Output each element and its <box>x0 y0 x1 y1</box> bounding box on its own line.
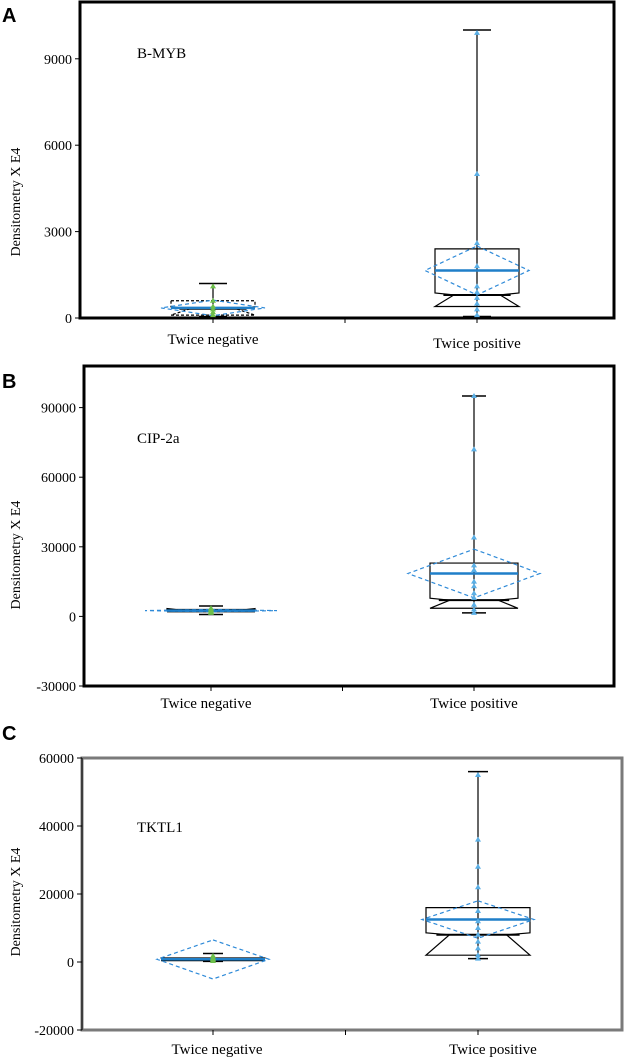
y-tick-label: 90000 <box>41 402 76 417</box>
data-point <box>210 309 216 315</box>
plot-frame <box>82 364 616 688</box>
gene-label: B-MYB <box>137 46 186 62</box>
y-axis-label: Densitometry X E4 <box>9 848 24 957</box>
y-tick-label: 20000 <box>39 888 74 903</box>
data-point <box>475 836 481 842</box>
data-point <box>471 606 477 612</box>
y-tick-label: 6000 <box>44 139 72 154</box>
y-tick-label: 0 <box>69 610 76 625</box>
ci-diamond <box>420 900 536 939</box>
y-axis-ticks: 0 3000 6000 9000 <box>44 10 478 327</box>
y-axis-label: Densitometry X E4 <box>9 501 24 610</box>
data-point <box>474 294 480 300</box>
data-point <box>474 263 480 269</box>
data-point <box>210 297 216 303</box>
box <box>432 248 522 308</box>
data-point <box>474 306 480 312</box>
data-point <box>210 952 216 958</box>
category-label: Twice positive <box>430 696 518 712</box>
y-tick-label: -30000 <box>36 680 76 695</box>
gene-label: CIP-2a <box>137 431 180 447</box>
data-point <box>471 578 477 584</box>
data-point <box>471 601 477 607</box>
data-point <box>471 567 477 572</box>
data-point <box>471 590 477 596</box>
data-point <box>471 446 477 452</box>
data-point <box>475 931 481 937</box>
y-tick-label: 0 <box>65 312 72 327</box>
y-tick-label: 3000 <box>44 226 72 241</box>
box <box>424 906 532 956</box>
panel-letter: A <box>2 5 16 27</box>
gene-label: TKTL1 <box>137 820 183 836</box>
boxplot-group <box>144 605 278 616</box>
data-point <box>471 393 477 398</box>
data-point <box>475 884 481 890</box>
data-point <box>474 283 480 289</box>
data-point <box>475 772 481 777</box>
boxplot-groups <box>144 393 542 616</box>
data-point <box>474 300 480 306</box>
ci-diamond <box>155 939 271 980</box>
boxplot-group <box>406 393 542 615</box>
boxplot-group <box>155 939 271 980</box>
data-point <box>210 303 216 309</box>
panel-letter: B <box>2 371 16 393</box>
category-label: Twice negative <box>172 1042 263 1058</box>
y-tick-label: 30000 <box>41 541 76 556</box>
data-point <box>474 240 480 246</box>
data-point <box>208 605 214 611</box>
panel-b: B CIP-2a Densitometry X E4 -30000 0 30000 6… <box>2 364 616 712</box>
data-point <box>471 583 477 589</box>
data-point <box>474 171 480 176</box>
data-point <box>474 312 480 318</box>
category-label: Twice negative <box>168 332 259 348</box>
data-point <box>210 283 216 289</box>
box <box>429 562 519 609</box>
boxplot-group <box>423 29 531 318</box>
panel-c: C TKTL1 Densitometry X E4 -20000 0 20000 40… <box>2 723 624 1058</box>
data-point <box>475 938 481 944</box>
panel-letter: C <box>2 723 16 745</box>
boxplot-group <box>160 282 266 318</box>
data-point <box>475 918 481 924</box>
data-point <box>471 562 477 568</box>
y-tick-label: 60000 <box>41 471 76 486</box>
data-point <box>471 594 477 600</box>
y-tick-label: 60000 <box>39 752 74 767</box>
data-point <box>475 945 481 951</box>
category-label: Twice negative <box>161 696 252 712</box>
panel-a: A B-MYB Densitometry X E4 0300060009000 … <box>2 0 616 352</box>
data-point <box>475 925 481 930</box>
y-axis-label: Densitometry X E4 <box>9 148 24 257</box>
category-label: Twice positive <box>449 1042 537 1058</box>
data-point <box>475 952 481 958</box>
y-tick-label: 9000 <box>44 53 72 68</box>
data-point <box>471 534 477 540</box>
boxplot-group <box>420 770 536 961</box>
data-point <box>474 289 480 295</box>
data-point <box>475 863 481 869</box>
data-point <box>474 29 480 35</box>
boxplot-groups <box>155 770 536 980</box>
data-point <box>471 609 477 615</box>
data-point <box>210 312 216 318</box>
boxplot-groups <box>160 29 531 318</box>
data-point <box>475 955 481 961</box>
y-axis-ticks: -20000 0 20000 40000 60000 <box>34 752 479 1039</box>
data-point <box>210 306 216 312</box>
y-tick-label: 40000 <box>39 820 74 835</box>
data-point <box>475 908 481 913</box>
y-axis-ticks: -30000 0 30000 60000 90000 <box>36 380 475 695</box>
y-tick-label: 0 <box>67 956 74 971</box>
category-label: Twice positive <box>433 336 521 352</box>
y-tick-label: -20000 <box>34 1024 74 1039</box>
plot-frame <box>80 756 624 1032</box>
